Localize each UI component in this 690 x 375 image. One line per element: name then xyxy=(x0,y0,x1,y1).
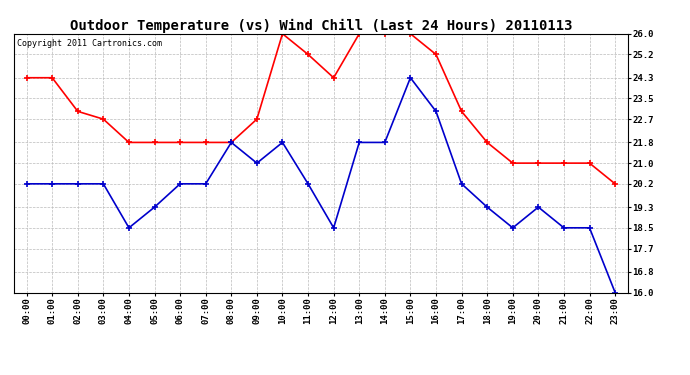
Title: Outdoor Temperature (vs) Wind Chill (Last 24 Hours) 20110113: Outdoor Temperature (vs) Wind Chill (Las… xyxy=(70,18,572,33)
Text: Copyright 2011 Cartronics.com: Copyright 2011 Cartronics.com xyxy=(17,39,162,48)
